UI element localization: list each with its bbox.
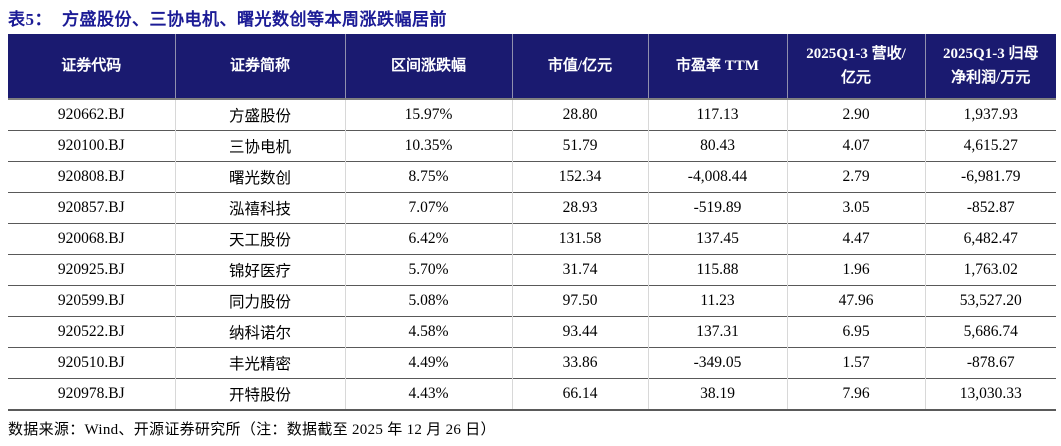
table-cell: 131.58 xyxy=(511,223,648,255)
table-cell: 920808.BJ xyxy=(8,161,175,193)
table-cell: 泓禧科技 xyxy=(174,192,345,224)
table-cell: 7.07% xyxy=(344,192,512,224)
table-cell: 920068.BJ xyxy=(8,223,175,255)
table-cell: -6,981.79 xyxy=(924,161,1056,193)
table-cell: 137.31 xyxy=(647,316,787,348)
table-cell: -349.05 xyxy=(647,347,787,379)
table-cell: 4.47 xyxy=(786,223,925,255)
table-row: 920857.BJ 泓禧科技 7.07% 28.93 -519.89 3.05 -852.8… xyxy=(8,192,1056,224)
table-cell: 920599.BJ xyxy=(8,285,175,317)
table-cell: 4,615.27 xyxy=(924,130,1056,162)
table-cell: -878.67 xyxy=(924,347,1056,379)
table-cell: 53,527.20 xyxy=(924,285,1056,317)
table-cell: 920662.BJ xyxy=(57,106,125,123)
table-cell: 51.79 xyxy=(511,130,648,162)
table-cell: 丰光精密 xyxy=(174,347,345,379)
table-row: 920808.BJ 曙光数创 8.75% 152.34 -4,008.44 2.79 -6,… xyxy=(8,161,1056,193)
table-cell: 5,686.74 xyxy=(924,316,1056,348)
table-cell: 5.70% xyxy=(344,254,512,286)
table-cell: 1,937.93 xyxy=(924,99,1056,131)
table-cell: 97.50 xyxy=(511,285,648,317)
table-row: 920510.BJ 丰光精密 4.49% 33.86 -349.05 1.57 -878.6… xyxy=(8,347,1056,379)
table-cell: 38.19 xyxy=(647,378,787,410)
table-cell: 28.93 xyxy=(511,192,648,224)
table-cell: 开特股份 xyxy=(174,378,345,410)
table-cell: 曙光数创 xyxy=(174,161,345,193)
column-header: 区间涨跌幅 xyxy=(344,34,512,99)
table-cell: 80.43 xyxy=(647,130,787,162)
table-cell: 15.97% xyxy=(344,99,512,131)
table-title-text: 方盛股份、三协电机、曙光数创等本周涨跌幅居前 xyxy=(62,10,447,29)
table-cell: -852.87 xyxy=(924,192,1056,224)
column-header: 证券代码 xyxy=(8,34,175,99)
table-title: 表5： 方盛股份、三协电机、曙光数创等本周涨跌幅居前 xyxy=(0,0,1061,34)
table-cell: 115.88 xyxy=(647,254,787,286)
table-cell: 6.95 xyxy=(786,316,925,348)
table-row: 920100.BJ 三协电机 10.35% 51.79 80.43 4.07 4,615.2… xyxy=(8,130,1056,162)
table-row: 920068.BJ 天工股份 6.42% 131.58 137.45 4.47 6,482.… xyxy=(8,223,1056,255)
table-cell: 锦好医疗 xyxy=(174,254,345,286)
table-row: 920662.BJ 方盛股份 15.97% 28.80 117.13 2.90 1,937.… xyxy=(8,99,1056,131)
table-cell: 920857.BJ xyxy=(8,192,175,224)
table-cell: 920510.BJ xyxy=(8,347,175,379)
table-cell: 920100.BJ xyxy=(8,130,175,162)
table-row: 920978.BJ 开特股份 4.43% 66.14 38.19 7.96 13,030.3… xyxy=(8,378,1056,410)
header-row: 证券代码 证券简称 区间涨跌幅 市值/亿元 市盈率 TTM 2025Q1-3 营收/亿元 2… xyxy=(8,34,1056,99)
table-cell: -519.89 xyxy=(647,192,787,224)
table-cell: 4.43% xyxy=(344,378,512,410)
table-cell: 152.34 xyxy=(511,161,648,193)
table-cell: 920522.BJ xyxy=(8,316,175,348)
table-cell: 4.58% xyxy=(344,316,512,348)
table-cell: 33.86 xyxy=(511,347,648,379)
table-cell: 同力股份 xyxy=(174,285,345,317)
table-cell: 纳科诺尔 xyxy=(174,316,345,348)
table-cell: 13,030.33 xyxy=(924,378,1056,410)
table-cell: 3.05 xyxy=(786,192,925,224)
table-cell: 天工股份 xyxy=(174,223,345,255)
table-cell: 1,763.02 xyxy=(924,254,1056,286)
table-row: 920599.BJ 同力股份 5.08% 97.50 11.23 47.96 53,527.… xyxy=(8,285,1056,317)
table-cell: 7.96 xyxy=(786,378,925,410)
column-header: 市值/亿元 xyxy=(511,34,648,99)
table-cell: 方盛股份 xyxy=(174,99,345,131)
table-cell: 11.23 xyxy=(647,285,787,317)
column-header: 证券简称 xyxy=(174,34,345,99)
stock-table: 证券代码 证券简称 区间涨跌幅 市值/亿元 市盈率 TTM 2025Q1-3 营收/亿元 2… xyxy=(8,34,1056,411)
table-cell: -4,008.44 xyxy=(647,161,787,193)
table-cell: 2.90 xyxy=(786,99,925,131)
table-cell: 920925.BJ xyxy=(8,254,175,286)
table-cell: 6,482.47 xyxy=(924,223,1056,255)
column-header: 2025Q1-3 营收/亿元 xyxy=(786,34,925,99)
table-cell: 8.75% xyxy=(344,161,512,193)
table-cell: 4.49% xyxy=(344,347,512,379)
column-header: 市盈率 TTM xyxy=(647,34,787,99)
table-cell: 920978.BJ xyxy=(8,378,175,410)
table-row: 920522.BJ 纳科诺尔 4.58% 93.44 137.31 6.95 5,686.7… xyxy=(8,316,1056,348)
table-cell: 6.42% xyxy=(344,223,512,255)
table-cell: 1.57 xyxy=(786,347,925,379)
table-row: 920925.BJ 锦好医疗 5.70% 31.74 115.88 1.96 1,763.0… xyxy=(8,254,1056,286)
table-cell: 28.80 xyxy=(511,99,648,131)
table-cell: 5.08% xyxy=(344,285,512,317)
table-body: 920662.BJ 方盛股份 15.97% 28.80 117.13 2.90 1,937.… xyxy=(8,99,1056,410)
table-cell: 66.14 xyxy=(511,378,648,410)
column-header: 2025Q1-3 归母 净利润/万元 xyxy=(924,34,1056,99)
table-cell: 2.79 xyxy=(786,161,925,193)
table-cell: 93.44 xyxy=(511,316,648,348)
table-cell: 1.96 xyxy=(786,254,925,286)
table-cell: 137.45 xyxy=(647,223,787,255)
table-cell: 三协电机 xyxy=(174,130,345,162)
table-cell: 10.35% xyxy=(344,130,512,162)
source-note: 数据来源：Wind、开源证券研究所（注：数据截至 2025 年 12 月 26 … xyxy=(8,422,496,438)
table-cell: 117.13 xyxy=(647,99,787,131)
table-cell: 4.07 xyxy=(786,130,925,162)
table-title-prefix: 表5： xyxy=(8,10,52,29)
table-cell: 31.74 xyxy=(511,254,648,286)
table-cell: 47.96 xyxy=(786,285,925,317)
